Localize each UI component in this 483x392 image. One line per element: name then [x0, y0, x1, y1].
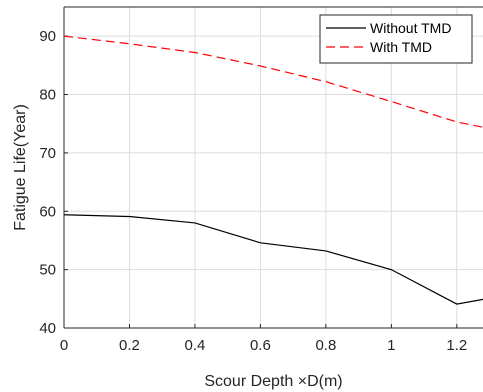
y-tick-label: 90 — [39, 28, 56, 45]
y-tick-label: 70 — [39, 145, 56, 162]
y-tick-label: 60 — [39, 203, 56, 220]
x-tick-label: 0.4 — [185, 337, 206, 354]
y-axis-label: Fatigue Life(Year) — [12, 104, 29, 231]
x-tick-label: 0.2 — [119, 337, 140, 354]
x-tick-label: 0.8 — [315, 337, 336, 354]
series-lines — [63, 35, 483, 305]
x-tick-label: 0.6 — [250, 337, 271, 354]
x-tick-label: 1.2 — [446, 337, 467, 354]
y-tick-label: 50 — [39, 262, 56, 279]
axes — [63, 6, 483, 329]
series-line-with-tmd — [63, 35, 483, 128]
y-tick-label: 80 — [39, 87, 56, 104]
legend: Without TMD With TMD — [319, 14, 473, 64]
series-line-without-tmd — [63, 214, 483, 305]
x-tick-label: 1 — [387, 337, 395, 354]
x-tick-labels: 0 0.2 0.4 0.6 0.8 1 1.2 — [60, 337, 467, 354]
y-tick-labels: 40 50 60 70 80 90 — [39, 28, 56, 337]
legend-label-without-tmd: Without TMD — [370, 20, 451, 36]
x-tick-label: 0 — [60, 337, 68, 354]
legend-box — [319, 14, 473, 64]
y-tick-label: 40 — [39, 320, 56, 337]
legend-label-with-tmd: With TMD — [370, 39, 432, 55]
x-axis-label: Scour Depth ×D(m) — [204, 373, 342, 390]
